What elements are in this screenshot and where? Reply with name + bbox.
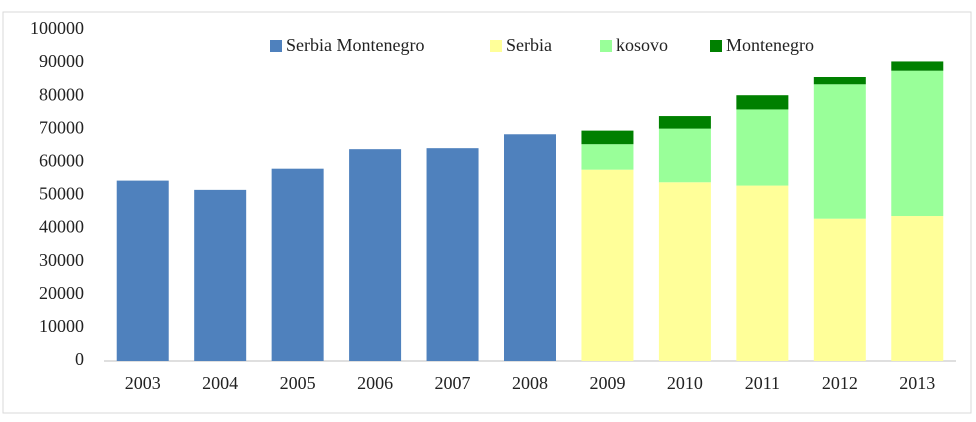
bar-segment: [891, 61, 944, 71]
bar-segment: [658, 182, 711, 361]
x-tick-label: 2008: [512, 373, 548, 393]
bar-segment: [581, 144, 634, 170]
legend-label: Montenegro: [726, 35, 814, 55]
x-tick-label: 2009: [589, 373, 625, 393]
bar-segment: [813, 77, 866, 85]
bar-segment: [426, 148, 479, 361]
legend-swatch: [270, 40, 282, 52]
bar-segment: [891, 216, 944, 361]
legend-swatch: [490, 40, 502, 52]
y-tick-label: 0: [75, 349, 84, 369]
bar-segment: [891, 70, 944, 217]
y-tick-label: 100000: [30, 18, 84, 38]
legend-label: Serbia: [506, 35, 552, 55]
bar-segment: [581, 130, 634, 145]
y-tick-label: 10000: [39, 316, 84, 336]
bar-segment: [813, 218, 866, 361]
bar-segment: [658, 128, 711, 183]
y-tick-label: 40000: [39, 217, 84, 237]
y-tick-label: 20000: [39, 283, 84, 303]
legend-label: Serbia Montenegro: [286, 35, 424, 55]
bar-segment: [116, 180, 169, 361]
bar-segment: [736, 109, 789, 186]
y-tick-label: 80000: [39, 84, 84, 104]
x-tick-label: 2007: [435, 373, 471, 393]
bar-segment: [504, 134, 556, 361]
y-tick-label: 90000: [39, 51, 84, 71]
y-tick-label: 30000: [39, 250, 84, 270]
legend-swatch: [710, 40, 722, 52]
x-tick-label: 2003: [125, 373, 161, 393]
x-tick-label: 2013: [899, 373, 935, 393]
bar-segment: [736, 185, 789, 361]
x-tick-label: 2004: [202, 373, 238, 393]
x-tick-label: 2006: [357, 373, 393, 393]
bar-segment: [349, 149, 402, 361]
bar-segment: [194, 189, 247, 361]
bar-segment: [271, 168, 324, 361]
y-tick-label: 50000: [39, 184, 84, 204]
y-tick-label: 60000: [39, 151, 84, 171]
legend-swatch: [600, 40, 612, 52]
x-tick-label: 2010: [667, 373, 703, 393]
legend-label: kosovo: [616, 35, 668, 55]
bar-segment: [813, 84, 866, 219]
bar-segment: [658, 116, 711, 129]
bar-segment: [736, 95, 789, 110]
x-tick-label: 2011: [745, 373, 780, 393]
x-tick-label: 2005: [280, 373, 316, 393]
x-tick-label: 2012: [822, 373, 858, 393]
bar-segment: [581, 169, 634, 361]
y-tick-label: 70000: [39, 117, 84, 137]
